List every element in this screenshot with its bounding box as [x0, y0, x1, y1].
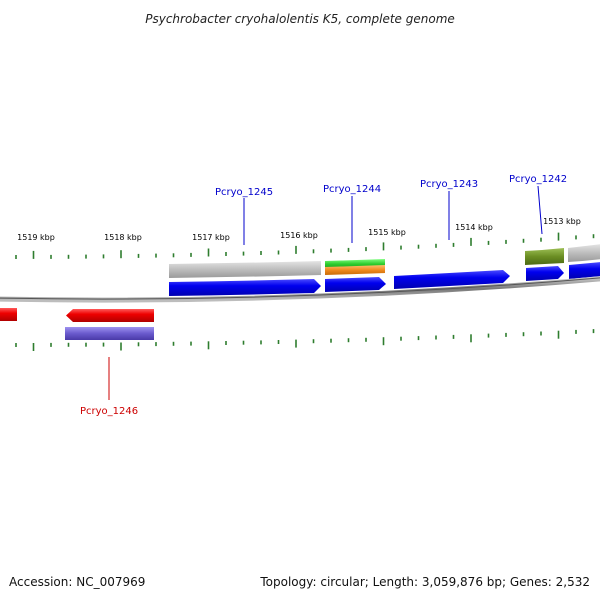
genome-title: Psychrobacter cryohalolentis K5, complet…: [145, 12, 455, 26]
kbp-label: 1514 kbp: [455, 223, 493, 232]
feature-bar-olive[interactable]: [525, 248, 564, 265]
leader-line: [537, 185, 543, 235]
gene-pcryo-1245[interactable]: [169, 279, 321, 296]
kbp-label: 1513 kbp: [543, 217, 581, 226]
feature-bar-purple[interactable]: [65, 327, 154, 340]
gene-pcryo-1244[interactable]: [325, 277, 386, 292]
feature-bar-orange[interactable]: [325, 265, 385, 275]
gene-label-pcryo-1244[interactable]: Pcryo_1244: [323, 184, 381, 195]
gene-label-pcryo-1242[interactable]: Pcryo_1242: [509, 174, 567, 185]
kbp-scale: 1519 kbp 1518 kbp 1517 kbp 1516 kbp 1515…: [17, 217, 581, 242]
gene-pcryo-1243[interactable]: [394, 270, 510, 289]
outer-tick-track: [15, 232, 595, 259]
feature-bar-gray[interactable]: [169, 261, 321, 278]
inner-tick-track: [15, 329, 595, 351]
upper-feature-track: [169, 244, 600, 278]
gene-labels: Pcryo_1245 Pcryo_1244 Pcryo_1243 Pcryo_1…: [80, 174, 567, 417]
gene-reverse-partial[interactable]: [0, 308, 17, 321]
accession-text: Accession: NC_007969: [9, 575, 145, 589]
gene-label-pcryo-1243[interactable]: Pcryo_1243: [420, 179, 478, 190]
feature-bar-gray[interactable]: [568, 244, 600, 262]
gene-forward-partial[interactable]: [569, 262, 600, 279]
genome-backbone: [0, 276, 600, 303]
gene-pcryo-1246[interactable]: [66, 309, 154, 322]
kbp-label: 1519 kbp: [17, 233, 55, 242]
reverse-gene-track: [0, 308, 154, 322]
kbp-label: 1518 kbp: [104, 233, 142, 242]
genome-backbone-edge: [0, 277, 600, 300]
genome-summary-text: Topology: circular; Length: 3,059,876 bp…: [259, 575, 590, 589]
forward-gene-track: [169, 262, 600, 296]
kbp-label: 1517 kbp: [192, 233, 230, 242]
gene-label-pcryo-1245[interactable]: Pcryo_1245: [215, 187, 273, 198]
kbp-label: 1515 kbp: [368, 228, 406, 237]
kbp-label: 1516 kbp: [280, 231, 318, 240]
gene-pcryo-1242[interactable]: [526, 266, 564, 281]
gene-label-pcryo-1246[interactable]: Pcryo_1246: [80, 406, 138, 417]
